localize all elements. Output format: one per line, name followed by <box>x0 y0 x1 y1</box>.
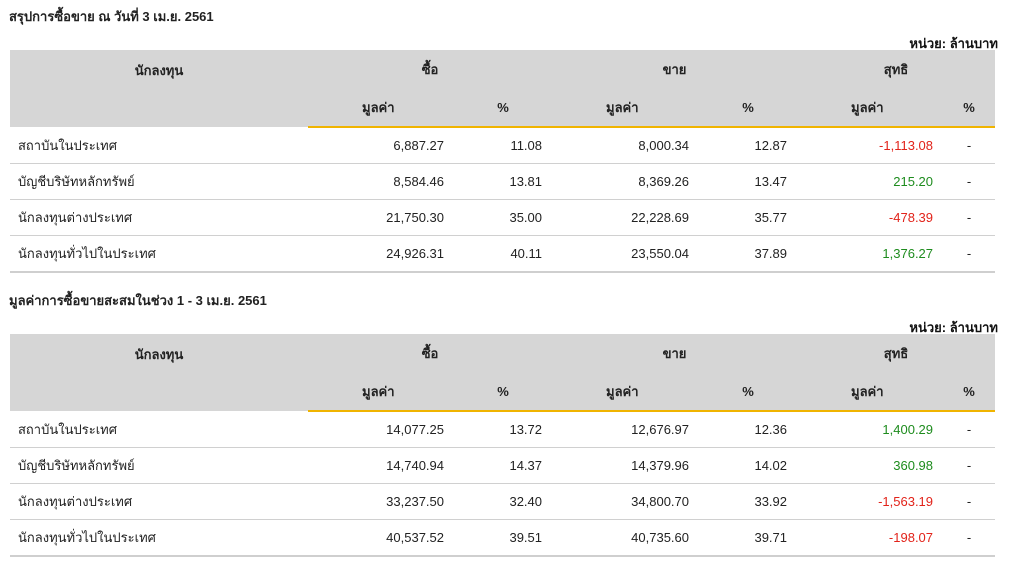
investor-name: สถาบันในประเทศ <box>10 127 308 164</box>
header-buy-value: มูลค่า <box>308 88 454 128</box>
net-value: -198.07 <box>797 519 944 557</box>
sell-percent: 33.92 <box>699 483 798 520</box>
buy-percent: 35.00 <box>454 199 553 236</box>
investor-name: สถาบันในประเทศ <box>10 411 308 448</box>
buy-value: 40,537.52 <box>308 519 454 557</box>
sell-percent: 14.02 <box>699 447 798 484</box>
header-net-percent: % <box>943 88 996 128</box>
investor-name: นักลงทุนต่างประเทศ <box>10 483 308 520</box>
header-sell-value: มูลค่า <box>552 372 700 412</box>
buy-percent: 14.37 <box>454 447 553 484</box>
header-row-sub: มูลค่า % มูลค่า % มูลค่า % <box>10 372 996 412</box>
unit-label: หน่วย: ล้านบาท <box>909 320 998 335</box>
net-percent: - <box>943 199 996 236</box>
sell-value: 14,379.96 <box>552 447 700 484</box>
net-value: 360.98 <box>797 447 944 484</box>
header-buy-percent: % <box>454 88 553 128</box>
sell-percent: 35.77 <box>699 199 798 236</box>
net-value: 1,376.27 <box>797 235 944 273</box>
buy-value: 8,584.46 <box>308 163 454 200</box>
sell-value: 12,676.97 <box>552 411 700 448</box>
net-percent: - <box>943 163 996 200</box>
investor-name: นักลงทุนต่างประเทศ <box>10 199 308 236</box>
header-row-sub: มูลค่า % มูลค่า % มูลค่า % <box>10 88 996 128</box>
buy-value: 21,750.30 <box>308 199 454 236</box>
header-net: สุทธิ <box>797 334 996 372</box>
buy-percent: 11.08 <box>454 127 553 164</box>
section-title: มูลค่าการซื้อขายสะสมในช่วง 1 - 3 เม.ย. 2… <box>9 293 267 308</box>
header-net-percent: % <box>943 372 996 412</box>
net-value: -478.39 <box>797 199 944 236</box>
header-net-value: มูลค่า <box>797 88 944 128</box>
buy-value: 14,077.25 <box>308 411 454 448</box>
net-value: -1,113.08 <box>797 127 944 164</box>
header-sell-percent: % <box>699 372 798 412</box>
header-sell-percent: % <box>699 88 798 128</box>
trading-table: นักลงทุน ซื้อ ขาย สุทธิ มูลค่า % มูลค่า … <box>10 334 996 557</box>
header-buy-percent: % <box>454 372 553 412</box>
net-value: -1,563.19 <box>797 483 944 520</box>
net-value: 1,400.29 <box>797 411 944 448</box>
sell-value: 8,369.26 <box>552 163 700 200</box>
table-row: สถาบันในประเทศ 6,887.27 11.08 8,000.34 1… <box>10 127 996 164</box>
sell-value: 23,550.04 <box>552 235 700 273</box>
sell-percent: 13.47 <box>699 163 798 200</box>
trading-table: นักลงทุน ซื้อ ขาย สุทธิ มูลค่า % มูลค่า … <box>10 50 996 273</box>
investor-name: นักลงทุนทั่วไปในประเทศ <box>10 235 308 273</box>
buy-value: 14,740.94 <box>308 447 454 484</box>
header-net-value: มูลค่า <box>797 372 944 412</box>
table-row: นักลงทุนต่างประเทศ 33,237.50 32.40 34,80… <box>10 483 996 520</box>
buy-value: 6,887.27 <box>308 127 454 164</box>
header-row-main: นักลงทุน ซื้อ ขาย สุทธิ <box>10 334 996 411</box>
table-row: บัญชีบริษัทหลักทรัพย์ 8,584.46 13.81 8,3… <box>10 163 996 200</box>
sell-value: 22,228.69 <box>552 199 700 236</box>
net-percent: - <box>943 519 996 557</box>
sell-percent: 12.87 <box>699 127 798 164</box>
header-investor: นักลงทุน <box>10 50 308 127</box>
investor-name: บัญชีบริษัทหลักทรัพย์ <box>10 163 308 200</box>
investor-name: บัญชีบริษัทหลักทรัพย์ <box>10 447 308 484</box>
table-row: บัญชีบริษัทหลักทรัพย์ 14,740.94 14.37 14… <box>10 447 996 484</box>
net-percent: - <box>943 411 996 448</box>
sell-percent: 39.71 <box>699 519 798 557</box>
header-sell-value: มูลค่า <box>552 88 700 128</box>
unit-label: หน่วย: ล้านบาท <box>909 36 998 51</box>
table-row: นักลงทุนทั่วไปในประเทศ 40,537.52 39.51 4… <box>10 519 996 557</box>
buy-percent: 13.81 <box>454 163 553 200</box>
net-percent: - <box>943 127 996 164</box>
sell-value: 40,735.60 <box>552 519 700 557</box>
sell-value: 8,000.34 <box>552 127 700 164</box>
section-title: สรุปการซื้อขาย ณ วันที่ 3 เม.ย. 2561 <box>9 9 214 24</box>
header-row-main: นักลงทุน ซื้อ ขาย สุทธิ <box>10 50 996 127</box>
table-row: นักลงทุนต่างประเทศ 21,750.30 35.00 22,22… <box>10 199 996 236</box>
header-sell: ขาย <box>552 334 798 372</box>
table-row: สถาบันในประเทศ 14,077.25 13.72 12,676.97… <box>10 411 996 448</box>
buy-percent: 39.51 <box>454 519 553 557</box>
net-percent: - <box>943 235 996 273</box>
buy-value: 33,237.50 <box>308 483 454 520</box>
buy-percent: 32.40 <box>454 483 553 520</box>
buy-percent: 13.72 <box>454 411 553 448</box>
investor-name: นักลงทุนทั่วไปในประเทศ <box>10 519 308 557</box>
sell-percent: 12.36 <box>699 411 798 448</box>
buy-percent: 40.11 <box>454 235 553 273</box>
header-buy-value: มูลค่า <box>308 372 454 412</box>
sell-value: 34,800.70 <box>552 483 700 520</box>
net-percent: - <box>943 447 996 484</box>
header-investor: นักลงทุน <box>10 334 308 411</box>
table-row: นักลงทุนทั่วไปในประเทศ 24,926.31 40.11 2… <box>10 235 996 273</box>
header-sell: ขาย <box>552 50 798 88</box>
header-buy: ซื้อ <box>308 334 553 372</box>
net-percent: - <box>943 483 996 520</box>
sell-percent: 37.89 <box>699 235 798 273</box>
buy-value: 24,926.31 <box>308 235 454 273</box>
header-net: สุทธิ <box>797 50 996 88</box>
header-buy: ซื้อ <box>308 50 553 88</box>
net-value: 215.20 <box>797 163 944 200</box>
